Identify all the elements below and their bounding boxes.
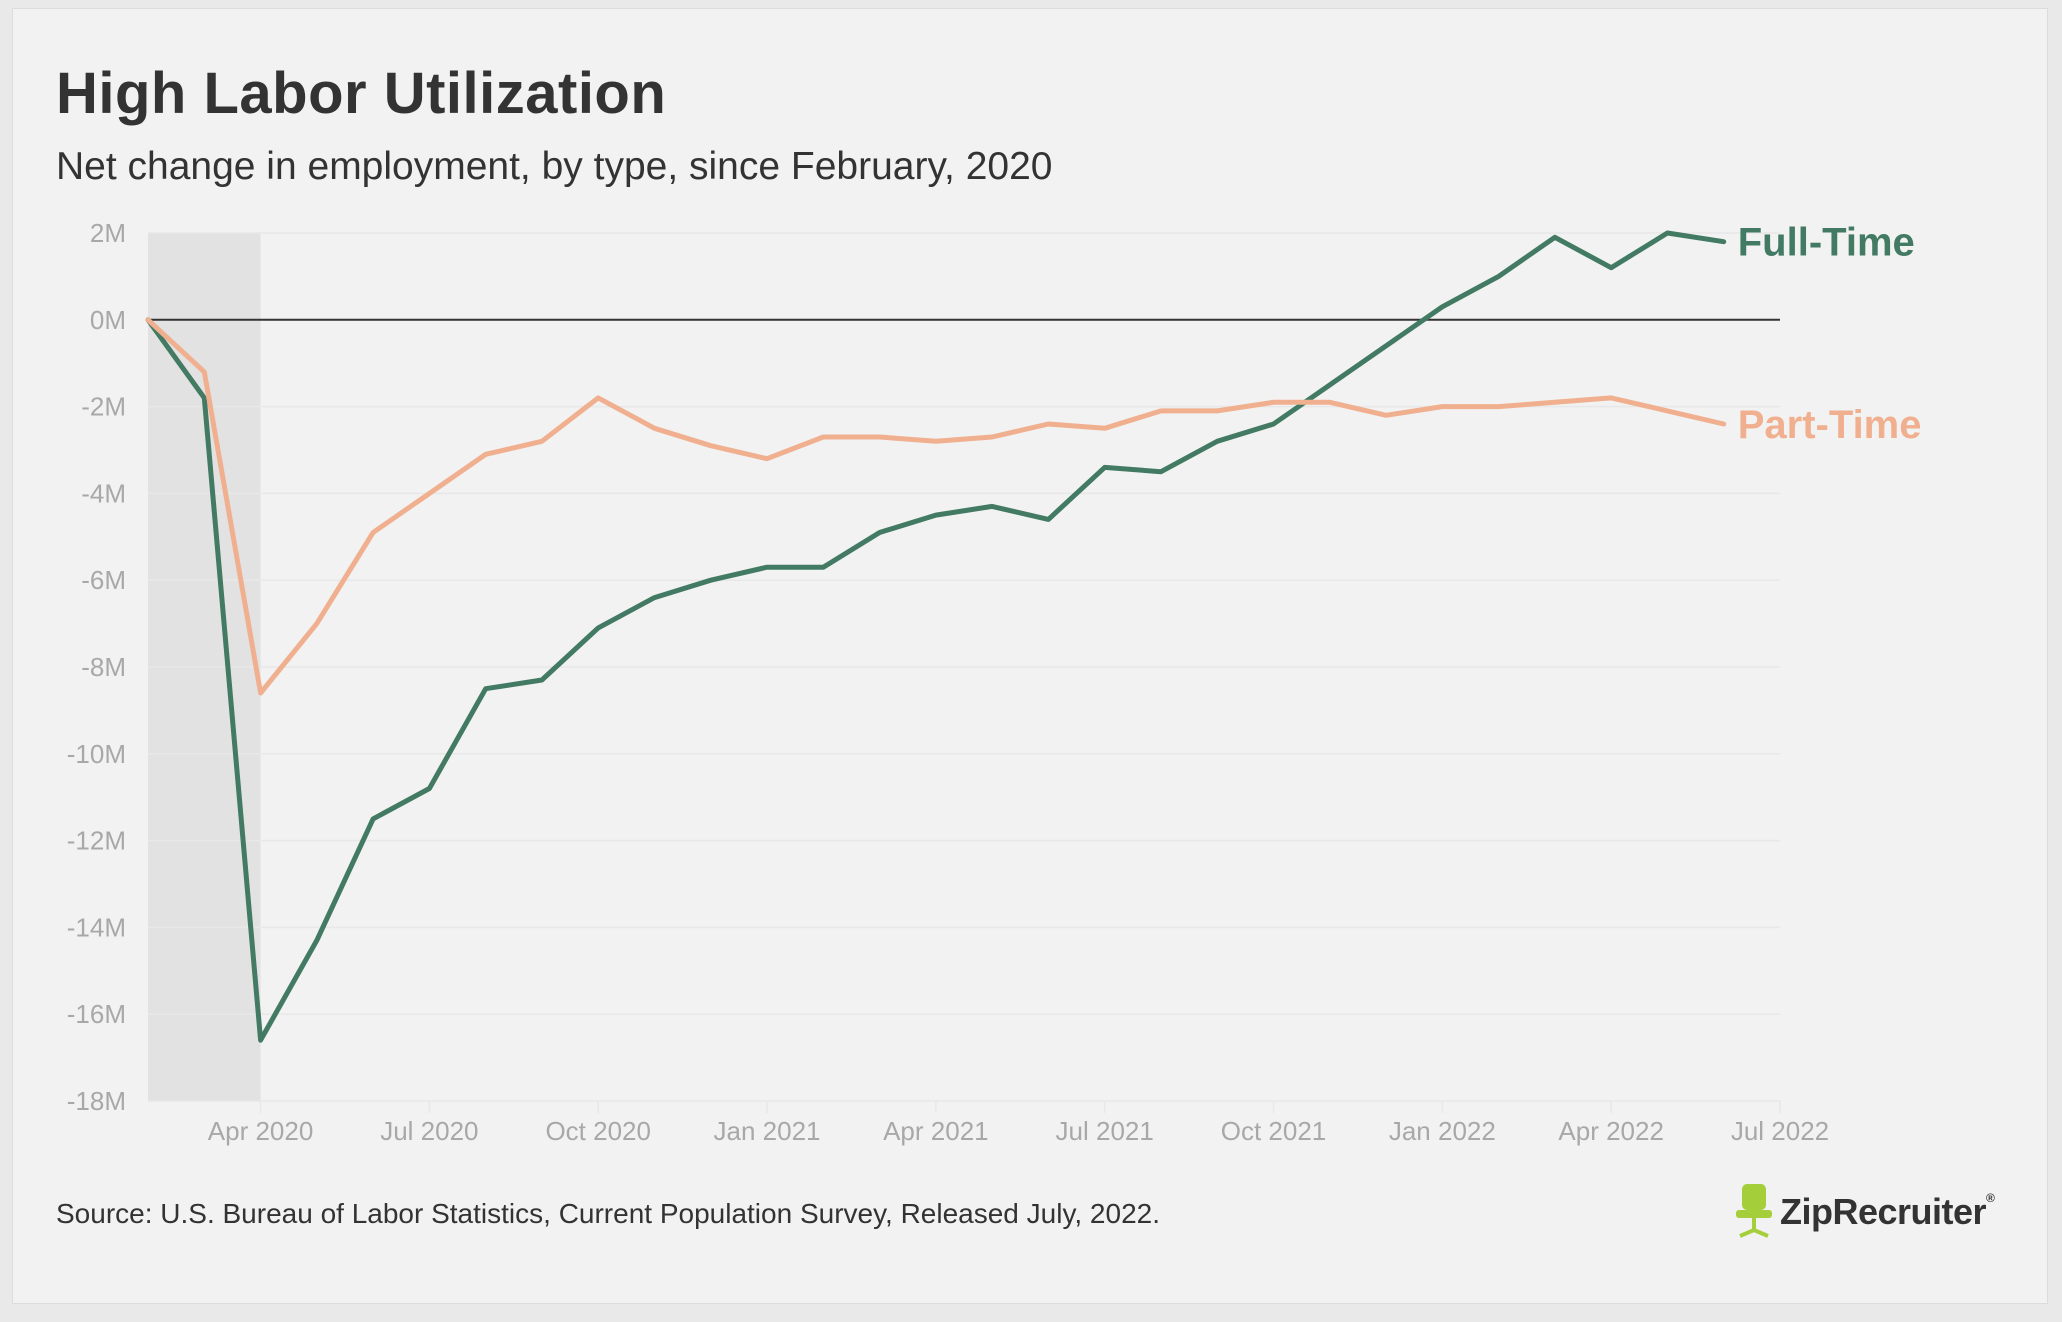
- x-tick-label: Jan 2022: [1389, 1116, 1496, 1146]
- y-tick-label: -18M: [67, 1086, 126, 1116]
- y-tick-label: -12M: [67, 826, 126, 856]
- source-note: Source: U.S. Bureau of Labor Statistics,…: [56, 1198, 1160, 1229]
- series-line-part-time: [145, 317, 1727, 696]
- y-tick-label: 0M: [90, 305, 126, 335]
- x-tick-label: Apr 2021: [883, 1116, 989, 1146]
- x-tick-label: Apr 2022: [1558, 1116, 1664, 1146]
- chair-icon: [1736, 1184, 1772, 1238]
- y-tick-label: -2M: [81, 392, 126, 422]
- logo-wordmark: ZipRecruiter®: [1780, 1191, 1995, 1232]
- y-tick-label: -4M: [81, 478, 126, 508]
- x-tick-label: Jul 2022: [1731, 1116, 1829, 1146]
- x-tick-label: Oct 2020: [545, 1116, 651, 1146]
- ziprecruiter-logo: ZipRecruiter®: [1734, 1182, 1995, 1242]
- y-tick-label: 2M: [90, 218, 126, 248]
- x-tick-label: Oct 2021: [1221, 1116, 1327, 1146]
- x-tick-label: Jan 2021: [714, 1116, 821, 1146]
- chart-title: High Labor Utilization: [56, 61, 667, 126]
- y-tick-label: -6M: [81, 565, 126, 595]
- registered-mark: ®: [1986, 1191, 1995, 1205]
- y-tick-label: -8M: [81, 652, 126, 682]
- series-label-full-time: Full-Time: [1738, 221, 1915, 265]
- chart-card: [12, 8, 2048, 1304]
- series-label-part-time: Part-Time: [1738, 403, 1922, 447]
- series-line-full-time: [145, 230, 1727, 1043]
- x-tick-label: Jul 2021: [1056, 1116, 1154, 1146]
- chart-subtitle: Net change in employment, by type, since…: [56, 145, 1053, 188]
- x-tick-label: Apr 2020: [208, 1116, 314, 1146]
- y-tick-label: -16M: [67, 999, 126, 1029]
- x-tick-label: Jul 2020: [380, 1116, 478, 1146]
- y-tick-label: -10M: [67, 739, 126, 769]
- y-tick-label: -14M: [67, 912, 126, 942]
